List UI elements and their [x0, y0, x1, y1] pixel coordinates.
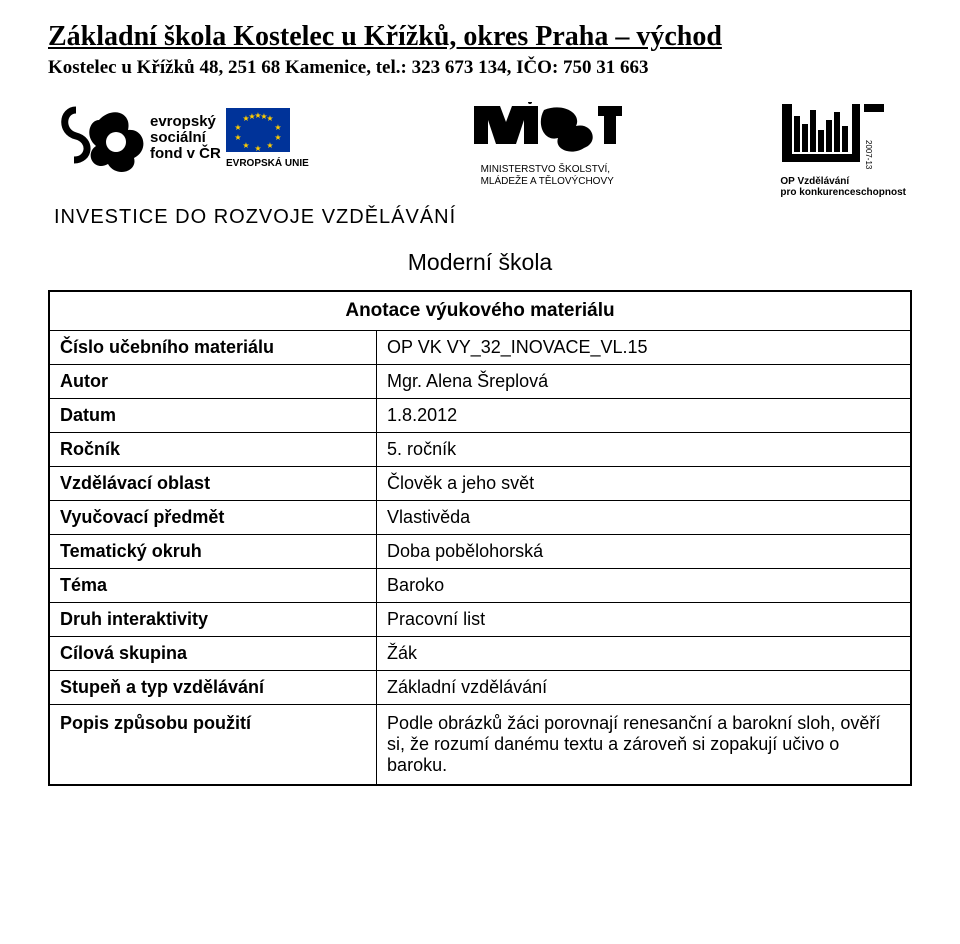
table-row: Číslo učebního materiálu OP VK VY_32_INO…	[49, 331, 911, 365]
row-label: Stupeň a typ vzdělávání	[49, 671, 377, 705]
table-row: Vyučovací předmět Vlastivěda	[49, 501, 911, 535]
opvk-logo: 2007-13 OP Vzdělávání pro konkurencescho…	[780, 102, 906, 198]
svg-text:★: ★	[234, 123, 241, 132]
opvk-icon: 2007-13	[780, 102, 888, 172]
row-label: Číslo učebního materiálu	[49, 331, 377, 365]
table-row: Vzdělávací oblast Člověk a jeho svět	[49, 467, 911, 501]
msmt-line1: MINISTERSTVO ŠKOLSTVÍ,	[481, 164, 614, 176]
row-label: Vyučovací předmět	[49, 501, 377, 535]
opvk-line2: pro konkurenceschopnost	[780, 187, 906, 198]
table-row: Druh interaktivity Pracovní list	[49, 603, 911, 637]
row-value: 1.8.2012	[377, 399, 911, 433]
row-value: Baroko	[377, 569, 911, 603]
row-value: 5. ročník	[377, 433, 911, 467]
opvk-badge: 2007-13	[864, 140, 873, 170]
row-value: Základní vzdělávání	[377, 671, 911, 705]
esf-text-3: fond v ČR	[150, 144, 221, 162]
row-label: Téma	[49, 569, 377, 603]
eu-label: EVROPSKÁ UNIE	[226, 156, 309, 169]
school-name: Základní škola Kostelec u Křížků, okres …	[48, 20, 912, 54]
esf-text-1: evropský	[150, 113, 217, 130]
annotation-table: Anotace výukového materiálu Číslo učební…	[48, 290, 912, 786]
row-value: Pracovní list	[377, 603, 911, 637]
svg-text:★: ★	[254, 144, 261, 153]
row-value: OP VK VY_32_INOVACE_VL.15	[377, 331, 911, 365]
svg-text:★: ★	[248, 112, 255, 121]
msmt-logo: ˇ MINISTERSTVO ŠKOLSTVÍ, MLÁDEŽE A TĚLOV…	[472, 102, 622, 188]
school-address: Kostelec u Křížků 48, 251 68 Kamenice, t…	[48, 56, 912, 81]
row-value: Člověk a jeho svět	[377, 467, 911, 501]
row-label: Datum	[49, 399, 377, 433]
msmt-icon: ˇ	[472, 102, 622, 160]
row-label: Vzdělávací oblast	[49, 467, 377, 501]
svg-text:★: ★	[242, 141, 249, 150]
table-row: Téma Baroko	[49, 569, 911, 603]
table-row: Popis způsobu použití Podle obrázků žáci…	[49, 705, 911, 786]
row-value: Podle obrázků žáci porovnají renesanční …	[377, 705, 911, 786]
svg-text:★: ★	[274, 123, 281, 132]
row-value: Mgr. Alena Šreplová	[377, 365, 911, 399]
row-label: Popis způsobu použití	[49, 705, 377, 786]
invest-tagline: INVESTICE DO ROZVOJE VZDĚLÁVÁNÍ	[48, 206, 912, 229]
svg-text:ˇ: ˇ	[552, 102, 558, 118]
table-row: Ročník 5. ročník	[49, 433, 911, 467]
document-header: Základní škola Kostelec u Křížků, okres …	[48, 20, 912, 80]
esf-logo: evropský sociální fond v ČR ★★★ ★★★ ★★★ …	[54, 102, 314, 193]
esf-icon: evropský sociální fond v ČR ★★★ ★★★ ★★★ …	[54, 102, 314, 188]
msmt-line2: MLÁDEŽE A TĚLOVÝCHOVY	[481, 176, 614, 188]
row-value: Žák	[377, 637, 911, 671]
row-value: Doba pobělohorská	[377, 535, 911, 569]
esf-text-2: sociální	[150, 129, 207, 146]
logos-row: evropský sociální fond v ČR ★★★ ★★★ ★★★ …	[48, 102, 912, 198]
row-label: Autor	[49, 365, 377, 399]
row-value: Vlastivěda	[377, 501, 911, 535]
table-row: Tematický okruh Doba pobělohorská	[49, 535, 911, 569]
svg-text:★: ★	[266, 141, 273, 150]
row-label: Ročník	[49, 433, 377, 467]
opvk-text: OP Vzdělávání pro konkurenceschopnost	[780, 176, 906, 198]
page-title: Moderní škola	[48, 249, 912, 276]
row-label: Tematický okruh	[49, 535, 377, 569]
table-row: Stupeň a typ vzdělávání Základní vzděláv…	[49, 671, 911, 705]
row-label: Druh interaktivity	[49, 603, 377, 637]
table-title: Anotace výukového materiálu	[49, 291, 911, 331]
opvk-line1: OP Vzdělávání	[780, 176, 906, 187]
svg-text:★: ★	[274, 133, 281, 142]
svg-text:★: ★	[234, 133, 241, 142]
svg-text:★: ★	[260, 112, 267, 121]
table-row: Datum 1.8.2012	[49, 399, 911, 433]
row-label: Cílová skupina	[49, 637, 377, 671]
msmt-text: MINISTERSTVO ŠKOLSTVÍ, MLÁDEŽE A TĚLOVÝC…	[481, 164, 614, 188]
table-row: Cílová skupina Žák	[49, 637, 911, 671]
table-row: Autor Mgr. Alena Šreplová	[49, 365, 911, 399]
